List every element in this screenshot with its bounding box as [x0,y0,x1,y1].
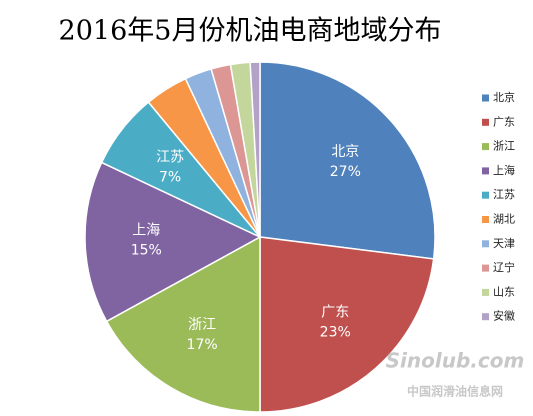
legend-swatch [482,167,489,175]
legend-label: 安徽 [493,309,515,323]
legend-swatch [482,288,489,296]
legend-swatch [482,313,489,321]
legend-swatch [482,216,489,223]
slice-category: 北京 [331,144,359,160]
labels: 北京 27% 广东 23% 浙江 17% 上海 15% 江苏 7% [131,144,361,353]
legend-label: 上海 [493,163,515,177]
legend-label: 浙江 [493,140,515,153]
legend-swatch [482,264,489,272]
slice-category: 江苏 [156,149,184,165]
slice-value: 27% [330,164,361,180]
watermark-logo: Sinolub.com [386,349,525,373]
legend-label: 北京 [493,90,515,104]
pie [84,61,436,413]
slice-value: 17% [187,337,218,353]
slice-category: 浙江 [188,317,216,333]
legend-label: 辽宁 [493,260,515,274]
legend-label: 湖北 [493,213,515,226]
chart-title: 2016年5月份机油电商地域分布 [59,16,442,47]
pie-slice [249,61,261,238]
slice-value: 7% [159,169,181,185]
legend-swatch [482,240,489,248]
legend-swatch [482,191,489,199]
legend-label: 山东 [493,285,515,298]
legend-swatch [482,118,489,126]
watermark-text: 中国润滑油信息网 [407,384,503,399]
pie-slice [259,61,436,260]
pie-slice [84,161,262,323]
legend-swatch [482,143,489,151]
slice-category: 广东 [321,304,349,320]
slice-category: 上海 [132,223,160,239]
legend-label: 天津 [493,237,515,250]
legend-label: 江苏 [493,188,515,201]
pie-slice [259,236,435,413]
slice-value: 23% [320,324,351,340]
legend-label: 广东 [493,115,515,128]
legend-swatch [482,94,489,102]
slice-value: 15% [131,243,162,259]
pie-slice [105,235,261,413]
